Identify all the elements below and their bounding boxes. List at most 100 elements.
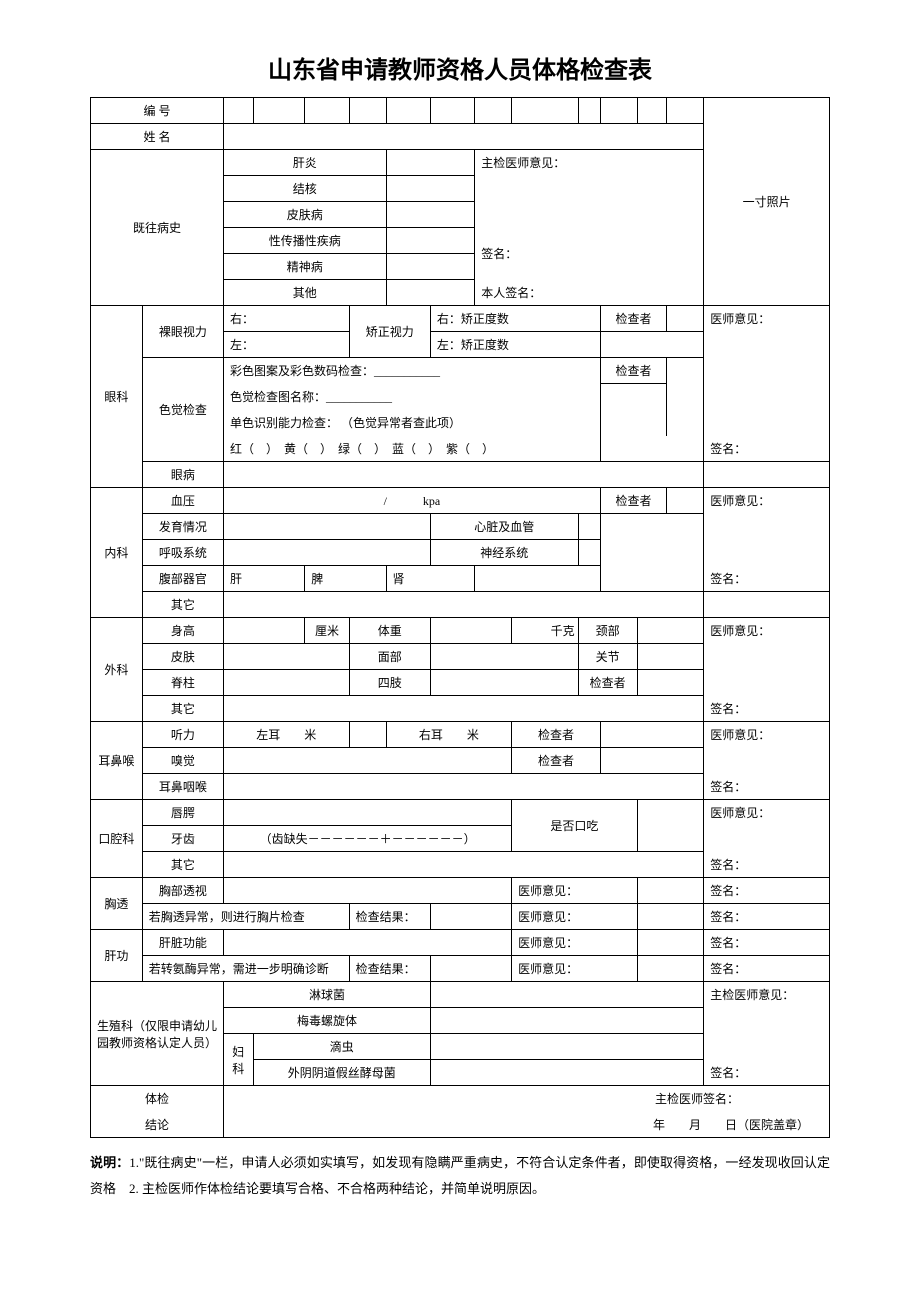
name-input[interactable] — [224, 124, 704, 150]
liver-func-label: 肝脏功能 — [142, 930, 223, 956]
surg-doc-opinion: 医师意见： — [704, 618, 830, 696]
trich-label: 滴虫 — [253, 1034, 430, 1060]
surg-other-label: 其它 — [142, 696, 223, 722]
oral-sign: 签名： — [704, 852, 830, 878]
history-label: 既往病史 — [91, 150, 224, 306]
conclusion-label-2: 结论 — [91, 1112, 224, 1138]
int-sign: 签名： — [704, 566, 830, 592]
skin-disease-label: 皮肤病 — [224, 202, 387, 228]
gono-label: 淋球菌 — [224, 982, 431, 1008]
int-other-label: 其它 — [142, 592, 223, 618]
kg-label: 千克 — [512, 618, 579, 644]
color-line4: 红（ ） 黄（ ） 绿（ ） 蓝（ ） 紫（ ） — [224, 436, 601, 462]
notes-prefix: 说明： — [90, 1155, 129, 1170]
teeth-label: 牙齿 — [142, 826, 223, 852]
eye-doc-opinion: 医师意见： — [704, 306, 830, 436]
conclusion-label-1: 体检 — [91, 1086, 224, 1112]
left-corrected[interactable]: 左：矫正度数 — [430, 332, 600, 358]
liver-sign-2: 签名： — [704, 956, 830, 982]
num-cell[interactable] — [224, 98, 254, 124]
doctor-opinion-label: 主检医师意见： — [475, 150, 704, 228]
photo-area: 一寸照片 — [704, 98, 830, 306]
color-line2: 色觉检查图名称：___________ — [224, 384, 601, 410]
color-line1: 彩色图案及彩色数码检查：___________ — [224, 358, 601, 384]
right-eye[interactable]: 右： — [224, 306, 350, 332]
oral-other-label: 其它 — [142, 852, 223, 878]
height-label: 身高 — [142, 618, 223, 644]
number-label: 编 号 — [91, 98, 224, 124]
ent-checker-label-2: 检查者 — [512, 748, 601, 774]
std-label: 性传播性疾病 — [224, 228, 387, 254]
checker-label: 检查者 — [600, 306, 666, 332]
chest-sign: 签名： — [704, 878, 830, 904]
abdomen-label: 腹部器官 — [142, 566, 223, 592]
liver-doc-op-2: 医师意见： — [512, 956, 638, 982]
chest-abnormal: 若胸透异常，则进行胸片检查 — [142, 904, 349, 930]
liver-label: 肝 — [224, 566, 305, 592]
liver-dept-label: 肝功 — [91, 930, 143, 982]
syph-label: 梅毒螺旋体 — [224, 1008, 431, 1034]
page-title: 山东省申请教师资格人员体格检查表 — [90, 50, 830, 85]
hepatitis-label: 肝炎 — [224, 150, 387, 176]
ent-checker-label: 检查者 — [512, 722, 601, 748]
internal-dept-label: 内科 — [91, 488, 143, 618]
left-ear[interactable]: 左耳 米 — [224, 722, 350, 748]
right-ear[interactable]: 右耳 米 — [386, 722, 512, 748]
surg-checker-label: 检查者 — [578, 670, 637, 696]
kidney-label: 肾 — [386, 566, 475, 592]
limbs-label: 四肢 — [349, 670, 430, 696]
oral-dept-label: 口腔科 — [91, 800, 143, 878]
other-history-label: 其他 — [224, 280, 387, 306]
stutter-label: 是否口吃 — [512, 800, 638, 852]
face-label: 面部 — [349, 644, 430, 670]
repro-label: 生殖科（仅限申请幼儿园教师资格认定人员） — [91, 982, 224, 1086]
repro-sign: 签名： — [704, 1060, 830, 1086]
sign-label: 签名： — [475, 228, 704, 280]
checker-label-2: 检查者 — [600, 358, 666, 384]
eye-dept-label: 眼科 — [91, 306, 143, 488]
weight-label: 体重 — [349, 618, 430, 644]
spine-label: 脊柱 — [142, 670, 223, 696]
liver-result-label: 检查结果： — [349, 956, 430, 982]
chest-result-label: 检查结果： — [349, 904, 430, 930]
liver-abnormal: 若转氨酶异常，需进一步明确诊断 — [142, 956, 349, 982]
neck-label: 颈部 — [578, 618, 637, 644]
date-stamp: 年 月 日（医院盖章） — [224, 1112, 830, 1138]
xray-label: 胸部透视 — [142, 878, 223, 904]
hearing-label: 听力 — [142, 722, 223, 748]
bp-value[interactable]: / kpa — [224, 488, 601, 514]
spleen-label: 脾 — [305, 566, 386, 592]
right-corrected[interactable]: 右：矫正度数 — [430, 306, 600, 332]
corrected-label: 矫正视力 — [349, 306, 430, 358]
chest-dept-label: 胸透 — [91, 878, 143, 930]
tb-label: 结核 — [224, 176, 387, 202]
eye-sign: 签名： — [704, 436, 830, 462]
liver-sign: 签名： — [704, 930, 830, 956]
oral-doc-opinion: 医师意见： — [704, 800, 830, 852]
surg-skin-label: 皮肤 — [142, 644, 223, 670]
mental-label: 精神病 — [224, 254, 387, 280]
bp-label: 血压 — [142, 488, 223, 514]
dev-label: 发育情况 — [142, 514, 223, 540]
cm-label: 厘米 — [305, 618, 349, 644]
smell-label: 嗅觉 — [142, 748, 223, 774]
gyn-label: 妇科 — [224, 1034, 254, 1086]
chest-doc-op-2: 医师意见： — [512, 904, 638, 930]
surg-sign: 签名： — [704, 696, 830, 722]
int-checker-label: 检查者 — [600, 488, 666, 514]
teeth-note: （齿缺失－－－－－－＋－－－－－－） — [224, 826, 512, 852]
ent-sign: 签名： — [704, 774, 830, 800]
nerve-label: 神经系统 — [430, 540, 578, 566]
int-doc-opinion: 医师意见： — [704, 488, 830, 566]
color-vision-label: 色觉检查 — [142, 358, 223, 462]
throat-label: 耳鼻咽喉 — [142, 774, 223, 800]
candida-label: 外阴阴道假丝酵母菌 — [253, 1060, 430, 1086]
notes-text: 1."既往病史"一栏，申请人必须如实填写，如发现有隐瞒严重病史，不符合认定条件者… — [90, 1155, 830, 1196]
chest-doc-op: 医师意见： — [512, 878, 638, 904]
ent-dept-label: 耳鼻喉 — [91, 722, 143, 800]
exam-form-table: 编 号 一寸照片 姓 名 既往病史 肝炎 主检医师意见： 结核 皮肤病 性传播性… — [90, 97, 830, 1138]
ent-doc-opinion: 医师意见： — [704, 722, 830, 774]
left-eye[interactable]: 左： — [224, 332, 350, 358]
resp-label: 呼吸系统 — [142, 540, 223, 566]
naked-vision-label: 裸眼视力 — [142, 306, 223, 358]
